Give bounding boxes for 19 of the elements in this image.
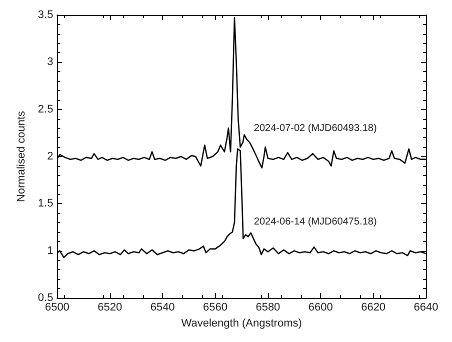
y-tick-label: 1 <box>47 244 54 257</box>
y-tick-label: 3.5 <box>38 9 54 21</box>
y-tick-label: 2.5 <box>38 103 54 116</box>
series-label: 2024-06-14 (MJD60475.18) <box>254 216 377 228</box>
x-tick-label: 6540 <box>150 302 175 314</box>
x-tick-label: 6500 <box>44 302 70 314</box>
y-axis-title: Normalised counts <box>16 110 28 202</box>
y-tick-label: 2 <box>47 150 54 162</box>
y-tick-label: 1.5 <box>38 198 54 210</box>
y-tick-label: 3 <box>47 56 54 68</box>
x-tick-label: 6580 <box>256 302 280 314</box>
x-tick-label: 6560 <box>203 302 228 314</box>
series-label: 2024-07-02 (MJD60493.18) <box>254 122 377 134</box>
x-tick-label: 6640 <box>414 302 438 314</box>
x-tick-label: 6600 <box>308 302 333 314</box>
x-tick-label: 6520 <box>98 302 122 314</box>
x-tick-label: 6620 <box>361 302 386 314</box>
y-tick-label: 0.5 <box>38 292 54 304</box>
x-axis-title: Wavelength (Angstroms) <box>181 318 302 330</box>
